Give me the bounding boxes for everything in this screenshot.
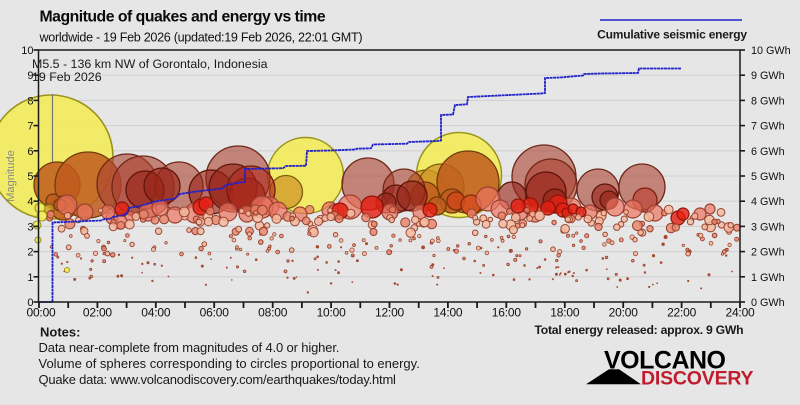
svg-text:8: 8 — [27, 95, 33, 107]
svg-text:VOLCANO: VOLCANO — [604, 347, 726, 375]
svg-text:2 GWh: 2 GWh — [751, 247, 785, 259]
svg-text:12:00: 12:00 — [375, 306, 405, 320]
svg-text:DISCOVERY: DISCOVERY — [641, 368, 754, 390]
svg-text:20:00: 20:00 — [609, 306, 639, 320]
svg-text:7: 7 — [27, 121, 33, 133]
svg-text:14:00: 14:00 — [433, 306, 463, 320]
svg-text:10:00: 10:00 — [317, 306, 347, 320]
svg-text:worldwide - 19 Feb 2026 (updat: worldwide - 19 Feb 2026 (updated:19 Feb … — [39, 31, 363, 45]
svg-text:9 GWh: 9 GWh — [751, 70, 785, 82]
svg-text:1 GWh: 1 GWh — [751, 272, 785, 284]
svg-text:19 Feb 2026: 19 Feb 2026 — [32, 70, 102, 84]
svg-text:0 GWh: 0 GWh — [751, 297, 785, 309]
svg-text:Magnitude: Magnitude — [5, 150, 17, 201]
svg-text:Cumulative seismic energy: Cumulative seismic energy — [597, 28, 747, 42]
svg-text:6: 6 — [27, 146, 33, 158]
svg-text:5: 5 — [27, 171, 33, 183]
svg-text:24:00: 24:00 — [725, 306, 755, 320]
svg-text:8 GWh: 8 GWh — [751, 95, 785, 107]
svg-text:02:00: 02:00 — [83, 306, 113, 320]
svg-text:5 GWh: 5 GWh — [751, 171, 785, 183]
svg-text:22:00: 22:00 — [667, 306, 697, 320]
svg-text:0: 0 — [27, 297, 33, 309]
svg-text:00:00: 00:00 — [26, 306, 56, 320]
svg-text:M5.5 - 136 km NW of Gorontalo,: M5.5 - 136 km NW of Gorontalo, Indonesia — [32, 57, 268, 71]
svg-text:Magnitude of quakes and energy: Magnitude of quakes and energy vs time — [40, 9, 326, 26]
svg-text:10: 10 — [21, 45, 33, 57]
svg-text:4: 4 — [27, 196, 33, 208]
svg-text:2: 2 — [27, 247, 33, 259]
svg-text:7 GWh: 7 GWh — [751, 121, 785, 133]
svg-text:16:00: 16:00 — [492, 306, 522, 320]
svg-text:08:00: 08:00 — [258, 306, 288, 320]
svg-text:4 GWh: 4 GWh — [751, 196, 785, 208]
svg-text:6 GWh: 6 GWh — [751, 146, 785, 158]
svg-text:10 GWh: 10 GWh — [751, 45, 791, 57]
svg-text:18:00: 18:00 — [550, 306, 580, 320]
svg-text:04:00: 04:00 — [141, 306, 171, 320]
svg-text:9: 9 — [27, 70, 33, 82]
svg-text:3 GWh: 3 GWh — [751, 221, 785, 233]
svg-text:Data near-complete from magnit: Data near-complete from magnitudes of 4.… — [39, 340, 340, 355]
svg-text:Quake data: www.volcanodiscove: Quake data: www.volcanodiscovery.com/ear… — [39, 372, 397, 387]
svg-text:Total energy released: approx.: Total energy released: approx. 9 GWh — [535, 323, 744, 337]
svg-text:Notes:: Notes: — [40, 325, 80, 340]
svg-text:1: 1 — [27, 272, 33, 284]
svg-text:06:00: 06:00 — [200, 306, 230, 320]
svg-text:3: 3 — [27, 221, 33, 233]
svg-text:Volume of spheres correspondin: Volume of spheres corresponding to circl… — [39, 356, 420, 371]
